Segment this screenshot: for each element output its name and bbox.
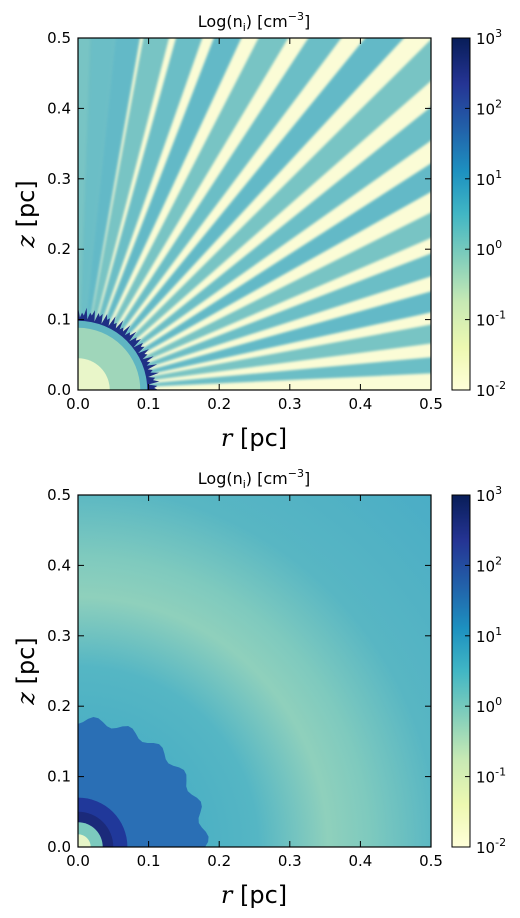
- ray: [145, 291, 431, 375]
- ionized-rays: [78, 38, 431, 387]
- colorbar-tick-label: 10-1: [476, 309, 506, 330]
- x-tick-label: 0.1: [137, 852, 161, 870]
- central-source: [78, 834, 91, 847]
- x-axis: 0.0 0.1 0.2 0.3 0.4 0.5: [66, 495, 443, 870]
- x-tick-label: 0.2: [207, 852, 231, 870]
- colorbar-axis: 103 102 101 100 10-1 10-2: [465, 484, 506, 857]
- x-tick-label: 0.4: [348, 852, 372, 870]
- x-tick-label: 0.0: [66, 852, 90, 870]
- colorbar-tick-label: 103: [476, 484, 502, 505]
- density-field: [78, 38, 431, 390]
- colorbar-tick-label: 101: [476, 625, 502, 646]
- x-axis-title: r [pc]: [221, 424, 287, 452]
- colorbar-tick-label: 103: [476, 27, 502, 48]
- y-axis: 0.0 0.1 0.2 0.3 0.4 0.5: [47, 29, 431, 399]
- colorbar-tick-label: 102: [476, 97, 502, 118]
- plot-title: Log(ni) [cm−3]: [198, 10, 310, 34]
- ray: [137, 163, 431, 356]
- colorbar-tick-label: 101: [476, 168, 502, 189]
- ray: [122, 38, 404, 339]
- ray: [116, 38, 342, 334]
- x-tick-label: 0.4: [348, 395, 372, 413]
- y-tick-label: 0.0: [47, 838, 71, 856]
- x-tick-label: 0.5: [419, 852, 443, 870]
- x-tick-label: 0.2: [207, 395, 231, 413]
- x-tick-label: 0.3: [278, 395, 302, 413]
- top-density-chart: Log(ni) [cm−3] 0.0 0.1 0.2 0.3 0.4 0.5 0.0 0.1…: [12, 10, 506, 452]
- plot-title: Log(ni) [cm−3]: [198, 467, 310, 491]
- ray: [80, 38, 115, 320]
- ray: [103, 38, 242, 326]
- y-axis-title: z [pc]: [12, 180, 40, 248]
- dense-core: [78, 306, 160, 390]
- y-tick-label: 0.4: [47, 99, 71, 117]
- ray: [143, 253, 431, 369]
- ray: [147, 324, 431, 381]
- ray: [90, 38, 170, 322]
- ray: [96, 38, 203, 324]
- ray: [128, 39, 431, 344]
- y-tick-label: 0.0: [47, 381, 71, 399]
- ray: [148, 357, 431, 387]
- x-tick-label: 0.5: [419, 395, 443, 413]
- plot-frame: [77, 494, 432, 848]
- colorbar-axis: 103 102 101 100 10-1 10-2: [465, 27, 506, 400]
- bottom-density-chart: Log(ni) [cm−3] 0.0 0.1 0.2 0.3 0.4 0.5 0.0 0.1…: [12, 467, 506, 909]
- y-axis: 0.0 0.1 0.2 0.3 0.4 0.5: [47, 486, 431, 856]
- y-tick-label: 0.2: [47, 697, 71, 715]
- plot-frame: [77, 37, 432, 391]
- ray: [85, 38, 141, 321]
- y-tick-label: 0.5: [47, 29, 71, 47]
- dense-core: [78, 717, 209, 847]
- colorbar-tick-label: 102: [476, 554, 502, 575]
- y-tick-label: 0.1: [47, 311, 71, 329]
- y-tick-label: 0.5: [47, 486, 71, 504]
- bottom-density-panel: Log(ni) [cm−3] 0.0 0.1 0.2 0.3 0.4 0.5 0.0 0.1…: [0, 457, 520, 914]
- y-tick-label: 0.4: [47, 556, 71, 574]
- colorbar-tick-label: 100: [476, 695, 502, 716]
- colorbar: [451, 37, 471, 391]
- y-tick-label: 0.3: [47, 627, 71, 645]
- colorbar-tick-label: 100: [476, 238, 502, 259]
- x-tick-label: 0.0: [66, 395, 90, 413]
- colorbar-tick-label: 10-2: [476, 379, 506, 400]
- colorbar-tick-label: 10-2: [476, 836, 506, 857]
- x-tick-label: 0.3: [278, 852, 302, 870]
- x-axis: 0.0 0.1 0.2 0.3 0.4 0.5: [66, 38, 443, 413]
- y-tick-label: 0.2: [47, 240, 71, 258]
- density-field: [78, 495, 431, 847]
- colorbar-tick-label: 10-1: [476, 766, 506, 787]
- x-tick-label: 0.1: [137, 395, 161, 413]
- top-density-panel: Log(ni) [cm−3] 0.0 0.1 0.2 0.3 0.4 0.5 0.0 0.1…: [0, 0, 520, 457]
- colorbar: [451, 494, 471, 848]
- ray: [133, 106, 431, 350]
- ray: [141, 212, 431, 363]
- ray: [110, 38, 289, 330]
- x-axis-title: r [pc]: [221, 881, 287, 909]
- y-axis-title: z [pc]: [12, 637, 40, 705]
- y-tick-label: 0.3: [47, 170, 71, 188]
- y-tick-label: 0.1: [47, 768, 71, 786]
- central-source: [78, 358, 110, 390]
